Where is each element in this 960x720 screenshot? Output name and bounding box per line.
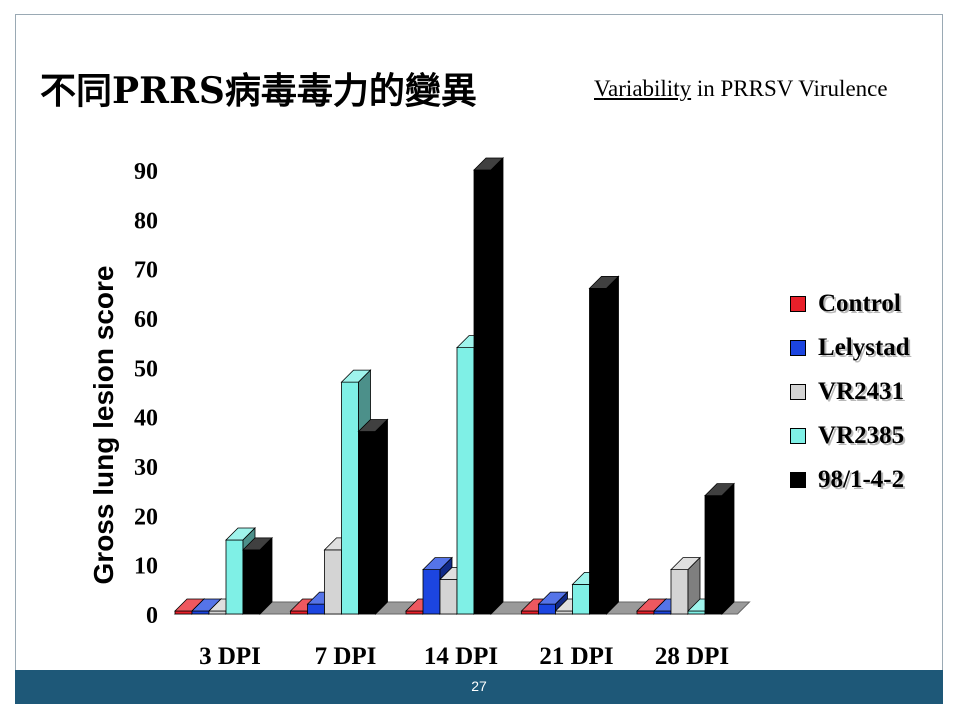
legend-swatch	[790, 472, 806, 488]
bar-side	[259, 536, 273, 615]
bar	[670, 569, 689, 615]
legend-swatch	[790, 384, 806, 400]
slide-subtitle: Variability in PRRSV Virulence	[594, 76, 888, 102]
bar	[456, 347, 475, 615]
bar	[405, 610, 424, 615]
bar	[208, 610, 227, 615]
bar	[225, 539, 244, 615]
slide-title: 不同PRRS病毒毒力的變異	[40, 70, 477, 112]
y-tick-label: 0	[146, 603, 158, 629]
legend-swatch	[790, 296, 806, 312]
footer-bar: 27	[15, 670, 943, 704]
bar	[473, 169, 492, 615]
legend-label: Control	[818, 290, 901, 317]
legend-swatch	[790, 428, 806, 444]
bar	[191, 610, 210, 615]
y-tick-label: 70	[134, 258, 158, 284]
bar	[653, 610, 672, 615]
bar	[341, 381, 359, 615]
x-tick-label: 21 DPI	[539, 643, 613, 670]
y-tick-label: 10	[134, 554, 158, 580]
bar	[174, 610, 193, 615]
subtitle-rest: in PRRSV Virulence	[691, 76, 888, 101]
bar	[589, 287, 607, 615]
y-axis-label: Gross lung lesion score	[88, 266, 119, 585]
bar	[687, 610, 706, 615]
bar	[358, 431, 376, 615]
x-tick-label: 3 DPI	[199, 643, 261, 670]
legend-swatch	[790, 340, 806, 356]
bar	[439, 579, 458, 615]
legend-label: VR2431	[818, 378, 905, 405]
x-tick-label: 28 DPI	[655, 643, 729, 670]
y-tick-label: 30	[134, 455, 158, 481]
bar	[324, 549, 342, 615]
bar	[242, 549, 261, 615]
x-tick-label: 14 DPI	[424, 643, 498, 670]
bar	[521, 610, 539, 615]
y-tick-label: 60	[134, 307, 158, 333]
page-number: 27	[471, 678, 487, 694]
legend-label: 98/1-4-2	[818, 466, 905, 493]
bar	[422, 569, 441, 615]
bar-side	[375, 418, 388, 615]
legend-label: VR2385	[818, 422, 905, 449]
bar	[636, 610, 655, 615]
bar	[572, 584, 590, 615]
bar	[704, 495, 723, 615]
y-tick-label: 80	[134, 208, 158, 234]
bar-side	[721, 482, 735, 615]
x-tick-label: 7 DPI	[315, 643, 377, 670]
y-tick-label: 90	[134, 159, 158, 185]
y-tick-label: 50	[134, 356, 158, 382]
bar	[555, 610, 573, 615]
legend-label: Lelystad	[818, 334, 910, 361]
bar	[290, 610, 308, 615]
bar-side	[490, 157, 504, 615]
bar	[538, 603, 556, 615]
subtitle-underlined-word: Variability	[594, 76, 692, 101]
bar-side	[606, 275, 619, 615]
y-tick-label: 20	[134, 504, 158, 530]
y-tick-label: 40	[134, 406, 158, 432]
bar	[307, 603, 325, 615]
